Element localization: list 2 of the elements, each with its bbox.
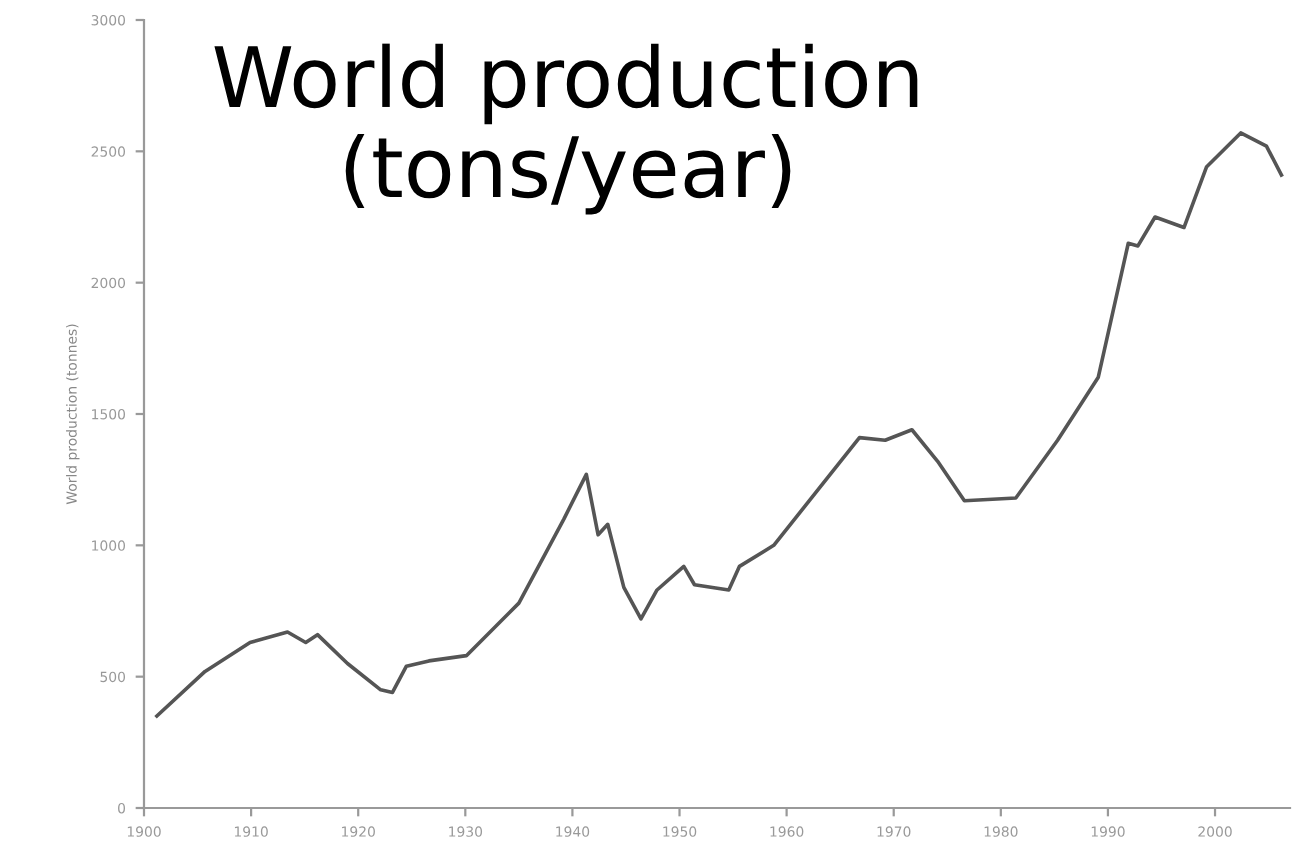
text: World production (tons/year) [214, 43, 918, 215]
line-series [155, 131, 1284, 718]
